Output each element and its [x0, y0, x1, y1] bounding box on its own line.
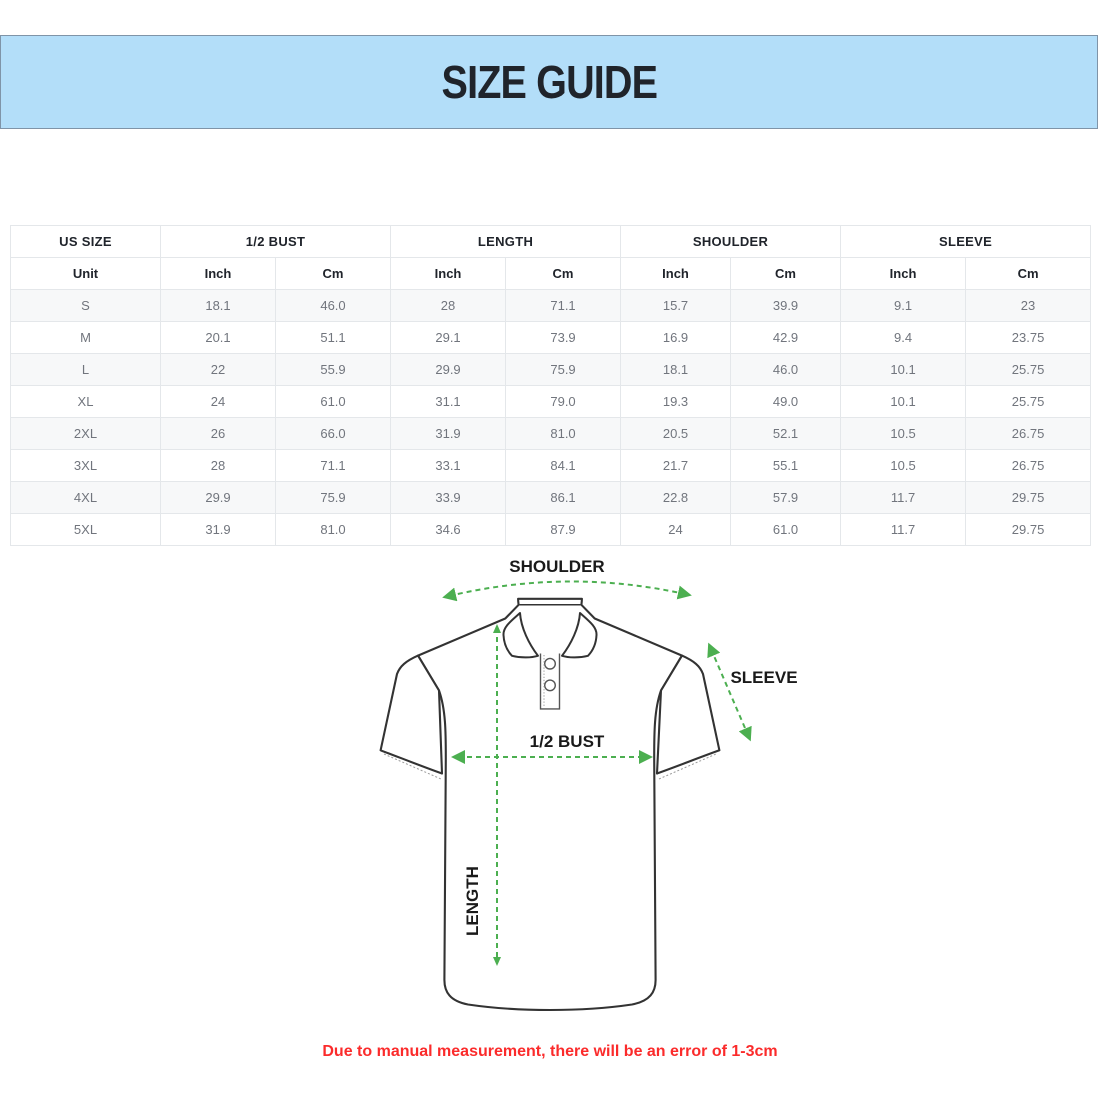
svg-text:SHOULDER: SHOULDER: [509, 557, 604, 576]
svg-text:SLEEVE: SLEEVE: [730, 668, 797, 687]
svg-text:1/2 BUST: 1/2 BUST: [530, 732, 605, 751]
svg-text:LENGTH: LENGTH: [463, 866, 482, 936]
